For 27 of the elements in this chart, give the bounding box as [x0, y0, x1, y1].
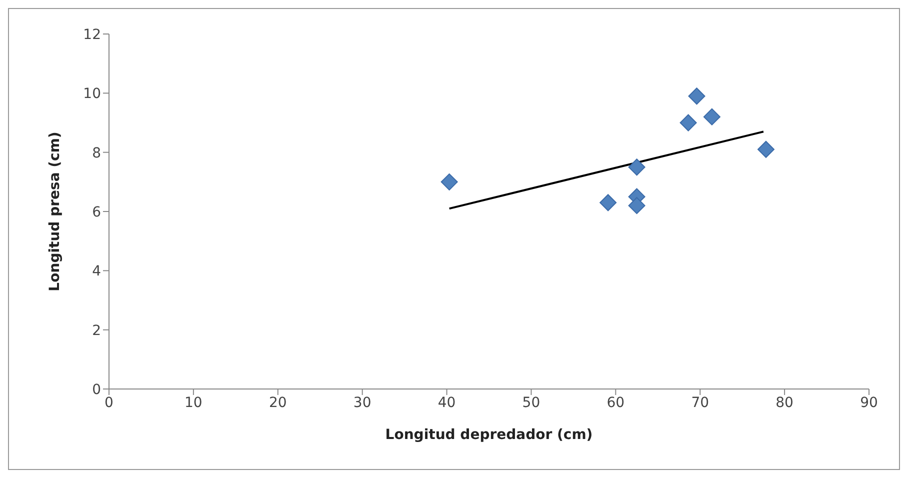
- y-tick-label: 10: [83, 86, 101, 102]
- x-tick-label: 70: [691, 394, 710, 411]
- x-tick-label: 80: [776, 394, 794, 411]
- y-tick-label: 12: [83, 26, 101, 43]
- point: [628, 158, 646, 176]
- y-tick-label: 8: [92, 145, 101, 162]
- x-tick-label: 10: [184, 394, 202, 411]
- y-tick-label: 0: [92, 382, 101, 398]
- y-tick-label: 2: [92, 322, 101, 339]
- point: [628, 197, 646, 214]
- point: [680, 114, 697, 132]
- x-tick-label: 60: [606, 394, 625, 411]
- point: [757, 140, 774, 158]
- y-tick-label: 4: [92, 264, 102, 280]
- x-tick-label: 0: [104, 394, 114, 411]
- point: [703, 108, 720, 126]
- y-axis-title: Longitud presa (cm): [46, 132, 63, 292]
- x-tick-label: 50: [522, 394, 540, 411]
- x-tick-label: 40: [438, 394, 456, 411]
- point: [600, 194, 617, 212]
- y-tick-label: 6: [92, 204, 102, 220]
- x-tick-label: 90: [860, 394, 878, 411]
- point: [688, 88, 706, 105]
- x-tick-label: 20: [268, 394, 287, 411]
- x-axis-title: Longitud depredador (cm): [385, 427, 593, 443]
- x-tick-label: 30: [353, 394, 372, 411]
- point: [440, 173, 458, 190]
